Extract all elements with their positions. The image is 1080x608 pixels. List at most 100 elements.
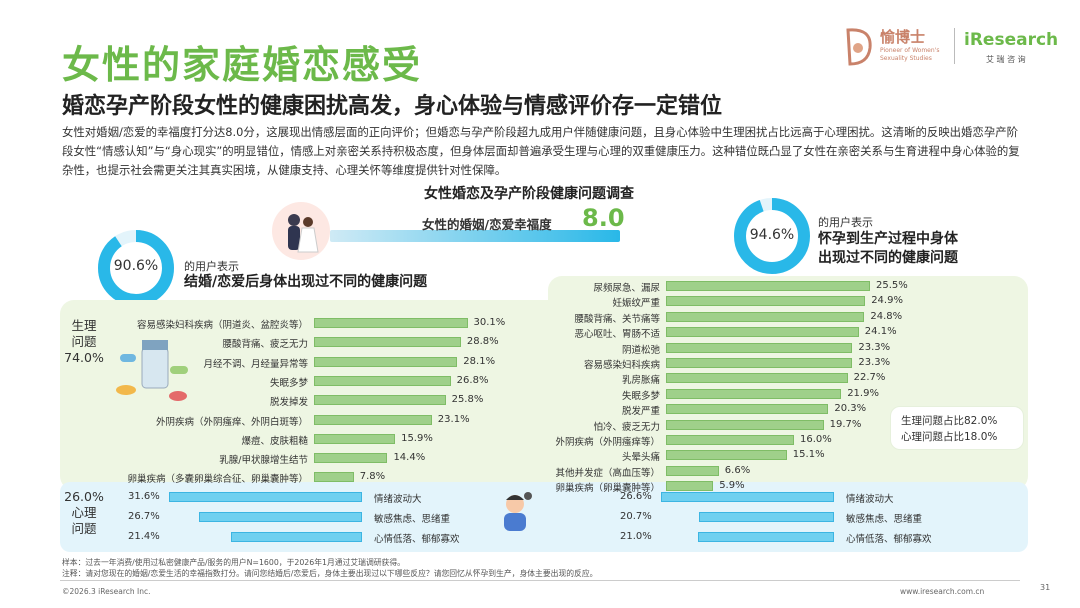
bar-value-label: 26.8%	[456, 374, 489, 386]
page-title: 女性的家庭婚恋感受	[62, 43, 423, 87]
bar	[314, 472, 354, 483]
bar-category-label: 心情低落、郁郁寡欢	[374, 534, 460, 545]
bar	[169, 492, 362, 502]
bar	[697, 532, 834, 542]
right-donut-percent: 94.6%	[749, 227, 795, 243]
bar-value-label: 24.9%	[871, 295, 903, 307]
bar-category-label: 卵巢疾病（卵巢囊肿等）	[555, 483, 660, 495]
bar	[231, 532, 362, 542]
bar	[666, 327, 859, 338]
bar-category-label: 爆痘、皮肤粗糙	[241, 435, 308, 447]
bar-value-label: 23.3%	[858, 357, 891, 368]
score-value: 8.0	[582, 204, 625, 232]
bar-value-label: 20.3%	[834, 403, 867, 415]
bar-value-label: 15.1%	[792, 449, 825, 461]
bar-category-label: 容易感染妇科疾病	[583, 360, 660, 371]
right-donut-arc	[734, 198, 810, 274]
score-bar	[330, 230, 620, 242]
bar-category-label: 腰酸背痛、疲乏无力	[222, 339, 308, 351]
bar-category-label: 外阴疾病（外阴瘙痒、外阴白斑等）	[155, 416, 308, 428]
copyright: ©2026.3 iResearch Inc.	[62, 587, 151, 596]
bar-value-label: 5.9%	[719, 480, 745, 492]
bar	[199, 512, 362, 522]
left-stat-line2: 结婚/恋爱后身体出现过不同的健康问题	[184, 274, 428, 290]
bar	[666, 373, 848, 384]
brand1-logo: 愉博士 Pioneer of Women's Sexuality Studies	[842, 22, 948, 70]
website: www.iresearch.com.cn	[900, 587, 985, 596]
bar-category-label: 恶心呕吐、胃肠不适	[574, 329, 660, 341]
bar-value-label: 7.8%	[359, 471, 386, 483]
bar-value-label: 23.1%	[437, 413, 470, 425]
bar-value-label: 14.4%	[393, 452, 426, 464]
bar	[699, 512, 834, 522]
right-stat-line2: 怀孕到生产过程中身体	[818, 231, 958, 247]
ratio-psy: 心理问题占比18.0%	[901, 431, 998, 443]
ratio-callout: 生理问题占比82.0% 心理问题占比18.0%	[890, 406, 1024, 450]
phys-side-pct: 74.0%	[64, 350, 104, 365]
score-label: 女性的婚姻/恋爱幸福度	[422, 217, 552, 232]
phys-side-name: 生理问题	[71, 318, 97, 349]
bar	[666, 281, 870, 291]
bar-category-label: 敏感焦虑、思绪重	[374, 514, 451, 525]
bar-value-label: 20.7%	[620, 511, 652, 522]
right-stat-line3: 出现过不同的健康问题	[818, 250, 958, 266]
brand2-logo: iResearch 艾 瑞 咨 询	[960, 26, 1060, 70]
brand2-name: iResearch	[964, 30, 1059, 50]
bar-category-label: 月经不调、月经量异常等	[203, 358, 308, 370]
annotation-note: 注释：请对您现在的婚姻/恋爱生活的幸福指数打分。请问您结婚后/恋爱后，身体主要出…	[62, 569, 598, 578]
bar-value-label: 30.1%	[473, 317, 506, 328]
bar-category-label: 阴道松弛	[621, 344, 660, 356]
worried-person-icon	[504, 492, 532, 531]
bar-category-label: 卵巢疾病（多囊卵巢综合征、卵巢囊肿等）	[127, 474, 308, 486]
bar-category-label: 脱发严重	[621, 406, 660, 418]
couple-illustration	[272, 202, 330, 260]
bar-value-label: 23.3%	[858, 341, 891, 353]
bar-value-label: 21.9%	[847, 387, 879, 399]
brand1-sub2: Sexuality Studies	[880, 55, 932, 62]
bar	[314, 453, 388, 464]
bar-value-label: 21.0%	[620, 531, 652, 542]
bar-category-label: 失眠多梦	[269, 377, 308, 389]
bar	[666, 481, 714, 492]
bar-value-label: 6.6%	[724, 464, 751, 476]
bar	[666, 358, 853, 368]
survey-title: 女性婚恋及孕产阶段健康问题调查	[424, 186, 634, 202]
bar-value-label: 15.9%	[401, 432, 433, 444]
bar-value-label: 25.8%	[451, 394, 484, 406]
bar	[666, 388, 842, 399]
bar	[666, 311, 865, 322]
bar-category-label: 腰酸背痛、关节痛等	[574, 313, 660, 325]
bar-value-label: 19.7%	[829, 418, 862, 430]
pills-illustration-icon	[116, 340, 188, 401]
bar-value-label: 24.8%	[870, 310, 903, 322]
bar-value-label: 22.7%	[853, 372, 886, 384]
bar-category-label: 容易感染妇科疾病（阴道炎、盆腔炎等）	[136, 320, 308, 331]
bar	[666, 296, 866, 307]
bar-value-label: 24.1%	[864, 326, 897, 338]
bar-category-label: 乳腺/甲状腺增生结节	[219, 455, 308, 467]
bar-category-label: 情绪波动大	[374, 494, 422, 505]
bar-category-label: 情绪波动大	[846, 494, 894, 505]
left-donut-percent: 90.6%	[113, 258, 159, 274]
brand1-name: 愉博士	[880, 28, 926, 46]
brand1-sub1: Pioneer of Women's	[880, 47, 940, 54]
bar	[661, 492, 834, 502]
brand2-sub: 艾 瑞 咨 询	[986, 55, 1026, 64]
logo-divider	[954, 28, 955, 64]
bar	[314, 395, 446, 406]
bar-category-label: 其他并发症（高血压等）	[555, 467, 660, 479]
brand1-emblem-icon	[846, 28, 872, 66]
intro-paragraph: 女性对婚姻/恋爱的幸福度打分达8.0分，这展现出情感层面的正向评价；但婚恋与孕产…	[62, 125, 1020, 177]
bar-category-label: 怕冷、疲乏无力	[593, 421, 660, 433]
bar-category-label: 尿频尿急、漏尿	[593, 283, 660, 294]
page-subtitle: 婚恋孕产阶段女性的健康困扰高发，身心体验与情感评价存一定错位	[62, 94, 723, 119]
right-donut-chart	[734, 198, 810, 274]
bar	[314, 318, 468, 328]
bar	[314, 337, 461, 348]
psy-side-pct: 26.0%	[64, 489, 104, 504]
bar	[666, 435, 794, 445]
sample-note: 样本：过去一年消费/使用过私密健康产品/服务的用户N=1600，于2026年1月…	[62, 558, 405, 567]
bar-category-label: 乳房胀痛	[621, 375, 660, 387]
bar-value-label: 26.6%	[620, 491, 652, 502]
couple-icon	[288, 214, 319, 253]
